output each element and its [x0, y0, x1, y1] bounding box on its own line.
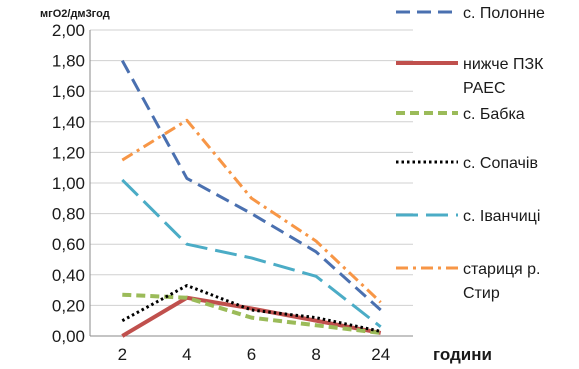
series-line: [122, 292, 381, 335]
legend-label: с. Бабка: [463, 106, 525, 123]
series-line: [120, 59, 382, 312]
y-tick-label: 1,40: [52, 113, 85, 132]
y-tick-label: 0,60: [52, 235, 85, 254]
y-tick-label: 2,00: [52, 21, 85, 40]
legend-label: с. Іванчиці: [463, 208, 540, 225]
y-tick-label: 0,00: [52, 327, 85, 346]
y-tick-label: 1,00: [52, 174, 85, 193]
series-lines: [120, 59, 382, 338]
x-axis-ticks: 2 4 6 8 24: [118, 345, 391, 364]
x-axis-label: години: [433, 345, 492, 364]
series-line: [121, 118, 382, 304]
y-tick-label: 1,20: [52, 143, 85, 162]
legend: с. Полонне нижче ПЗК РАЕС с. Бабка с. Сопачі…: [396, 5, 545, 302]
y-tick-label: 0,40: [52, 266, 85, 285]
x-tick-label: 24: [371, 345, 390, 364]
x-tick-label: 6: [247, 345, 256, 364]
x-tick-label: 2: [118, 345, 127, 364]
grid-lines: [89, 29, 413, 337]
y-tick-label: 1,80: [52, 52, 85, 71]
series-line: [121, 178, 382, 329]
legend-label: нижче ПЗК РАЕС: [463, 56, 544, 97]
y-tick-label: 1,60: [52, 82, 85, 101]
legend-label: с. Полонне: [463, 5, 545, 22]
y-axis-ticks: 0,00 0,20 0,40 0,60 0,80 1,00 1,20 1,40 1,60 1,80…: [52, 21, 85, 346]
x-tick-label: 8: [311, 345, 320, 364]
y-tick-label: 0,80: [52, 205, 85, 224]
series-line: [121, 295, 382, 338]
y-axis-label: мгО2/дм3год: [40, 8, 110, 20]
legend-label: стариця р. Стир: [463, 261, 541, 302]
x-tick-label: 4: [182, 345, 191, 364]
y-tick-label: 0,20: [52, 296, 85, 315]
legend-label: с. Сопачів: [463, 155, 538, 172]
